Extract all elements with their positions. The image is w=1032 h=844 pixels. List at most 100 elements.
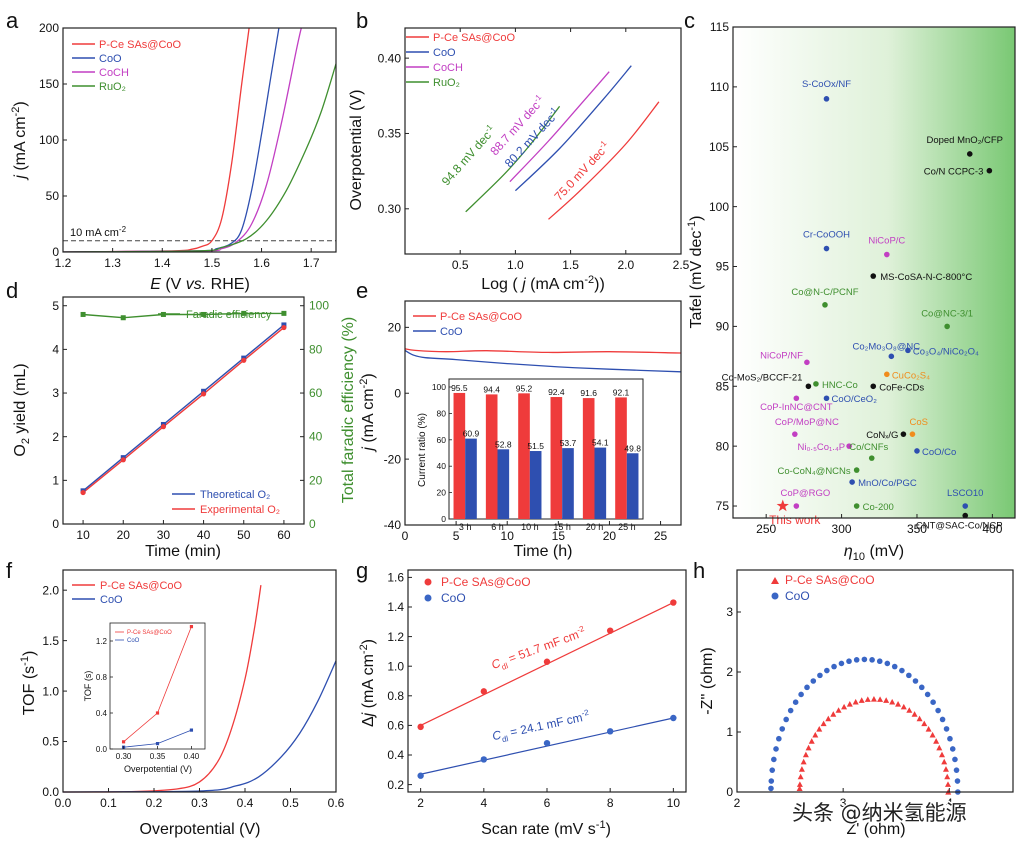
panel-g-ytick-label: 1.0 xyxy=(387,659,404,673)
panel-e-inset-bar-1-4 xyxy=(594,447,607,519)
panel-g-cdl: Cdl = 51.7 mF cm-2 Cdl = 24.1 mF cm-2 2 4 6… xyxy=(358,569,687,838)
panel-c-point-22 xyxy=(914,448,920,454)
panel-c-point-label-9: Co₂Mo₃O₈@NC xyxy=(853,341,921,352)
panel-f-ytick-label: 1.0 xyxy=(42,684,59,698)
panel-c-point-label-12: HNC-Co xyxy=(822,380,858,391)
panel-e-xtick-label: 15 xyxy=(552,529,566,543)
panel-f-inset-ytick-label: 0.0 xyxy=(96,745,108,754)
panel-e-inset-ytick-label: 40 xyxy=(437,461,447,471)
panel-f-xtick-label: 0.1 xyxy=(100,796,117,810)
panel-h-point-0-26 xyxy=(911,711,918,717)
panel-h-point-1-34 xyxy=(949,746,956,752)
panel-g-legend: P-Ce SAs@CoO CoO xyxy=(424,575,531,605)
panel-h-point-1-22 xyxy=(884,660,891,667)
panel-c-ytick-label: 115 xyxy=(710,20,729,34)
panel-a-legend-coo: CoO xyxy=(99,53,122,65)
panel-b-xlabel: Log ( j (mA cm-2)) xyxy=(481,274,605,293)
panel-d-y2tick-label: 100 xyxy=(309,299,329,313)
panel-c-point-4 xyxy=(884,251,890,258)
panel-d-ytick-label: 2 xyxy=(52,430,59,444)
panel-d-y2label: Total faradic efficiency (%) xyxy=(340,317,357,503)
panel-b-legend-coch: CoCH xyxy=(433,62,463,74)
panel-b-legend: P-Ce SAs@CoO CoO CoCH RuO₂ xyxy=(406,32,516,89)
panel-f-inset-ylabel: TOF (s) xyxy=(83,671,93,702)
panel-f-ytick-label: 2.0 xyxy=(42,583,59,597)
panel-f-inset-frame xyxy=(109,622,206,750)
panel-e-inset-category-label: 10 h xyxy=(521,522,539,532)
panel-b-xtick-label: 1.0 xyxy=(507,258,524,272)
panel-f-xtick-label: 0.0 xyxy=(55,796,72,810)
panel-c-point-5 xyxy=(870,273,877,279)
panel-d-xtick-label: 60 xyxy=(277,528,291,542)
panel-c-tafel-vs-overpotential: S-CoOx/NF Doped MnO₂/CFP Co/N CCPC-3 Cr-CoO… xyxy=(686,20,1016,563)
panel-d-xtick-label: 20 xyxy=(117,528,131,542)
panel-f-xlabel: Overpotential (V) xyxy=(140,821,261,838)
panel-g-point-0-0 xyxy=(417,723,424,731)
panel-d-ytick-label: 4 xyxy=(52,343,59,357)
panel-h-point-0-35 xyxy=(942,766,949,772)
panel-c-point-11 xyxy=(805,383,812,390)
panel-h-point-1-37 xyxy=(954,778,961,784)
panel-g-point-1-4 xyxy=(670,714,677,722)
panel-e-series-line-0 xyxy=(404,348,682,354)
panel-f-inset-xtick-label: 0.30 xyxy=(116,752,132,761)
panel-h-point-1-14 xyxy=(824,667,830,674)
panel-c-point-label-22: CoO/Co xyxy=(922,447,956,458)
panel-a-xtick-label: 1.2 xyxy=(55,256,72,270)
panel-c-point-1 xyxy=(966,151,973,157)
panel-c-point-28 xyxy=(962,512,969,519)
panel-b-legend-pce: P-Ce SAs@CoO xyxy=(433,32,516,44)
panel-h-xtick-label: 3 xyxy=(840,796,847,810)
panel-f-legend-coo: CoO xyxy=(100,594,123,606)
panel-h-point-1-8 xyxy=(787,707,794,714)
panel-e-inset-bar-label-1-3: 53.7 xyxy=(560,438,577,448)
panel-h-point-0-17 xyxy=(858,697,865,703)
panel-h-point-1-21 xyxy=(876,658,883,665)
panel-h-point-0-33 xyxy=(938,751,945,758)
panel-e-inset-frame xyxy=(448,378,644,520)
panel-c-point-label-6: Co@N-C/PCNF xyxy=(791,287,858,298)
panel-h-point-0-22 xyxy=(889,698,896,705)
panel-h-point-0-24 xyxy=(900,703,907,710)
panel-c-point-label-4: NiCoP/C xyxy=(868,236,905,247)
panel-c-point-14 xyxy=(870,383,877,390)
panel-h-point-0-32 xyxy=(936,744,943,751)
panel-h-point-0-31 xyxy=(933,738,940,744)
panel-c-point-2 xyxy=(986,167,993,174)
panel-d-fe-point-5 xyxy=(281,310,287,316)
panel-h-nyquist: 2 3 4 0 1 2 3 P-Ce SAs@CoO CoO Z' (ohm) -Z'' (… xyxy=(699,569,1014,838)
panel-g-ytick-label: 0.4 xyxy=(387,748,404,762)
panel-g-ytick-label: 1.2 xyxy=(387,630,404,644)
panel-d-experimental-point-2 xyxy=(160,424,167,430)
panel-a-series-line-3 xyxy=(63,63,336,252)
panel-f-xtick-label: 0.5 xyxy=(282,796,299,810)
panel-g-ytick-label: 0.8 xyxy=(387,689,404,703)
panel-f-ytick-label: 1.5 xyxy=(42,634,59,648)
panel-h-point-0-21 xyxy=(883,697,890,703)
panel-e-xtick-label: 25 xyxy=(654,529,668,543)
panel-letter-b: b xyxy=(356,8,368,33)
panel-c-point-label-28: CNT@SAC-Co/NCP xyxy=(916,521,1003,532)
panel-c-background xyxy=(733,27,1015,518)
panel-a-ytick-label: 150 xyxy=(39,77,59,91)
panel-f-inset-xtick-label: 0.35 xyxy=(150,752,166,761)
panel-c-point-label-18: CoS xyxy=(909,417,927,428)
panel-c-point-6 xyxy=(822,302,828,308)
panel-d-theoretical-point-5 xyxy=(281,322,287,328)
panel-h-point-0-20 xyxy=(877,696,884,702)
panel-d-ylabel: O2 yield (mL) xyxy=(12,363,32,456)
panel-e-inset-category-label: 15 h xyxy=(553,522,571,532)
panel-h-point-1-5 xyxy=(776,735,782,742)
panel-a-polarization-curves: 10 mA cm-2 1.2 1.3 1.4 1.5 1.6 1.7 0 50 100 150 20… xyxy=(10,21,337,293)
panel-c-this-work-star xyxy=(776,499,789,512)
panel-e-legend-pce: P-Ce SAs@CoO xyxy=(440,311,523,323)
panel-e-inset-ytick-label: 20 xyxy=(437,488,447,498)
panel-f-ytick-label: 0.5 xyxy=(42,735,59,749)
panel-h-point-0-18 xyxy=(864,696,871,702)
panel-c-point-label-7: Co@NC-3/1 xyxy=(921,308,973,319)
panel-e-inset-ytick-label: 60 xyxy=(437,435,447,445)
panel-d-xtick-label: 10 xyxy=(76,528,90,542)
panel-d-xlabel: Time (min) xyxy=(145,543,221,560)
panel-g-legend-pce: P-Ce SAs@CoO xyxy=(441,575,531,589)
panel-c-point-label-11: Co-MoS₂/BCCF-21 xyxy=(722,372,803,383)
